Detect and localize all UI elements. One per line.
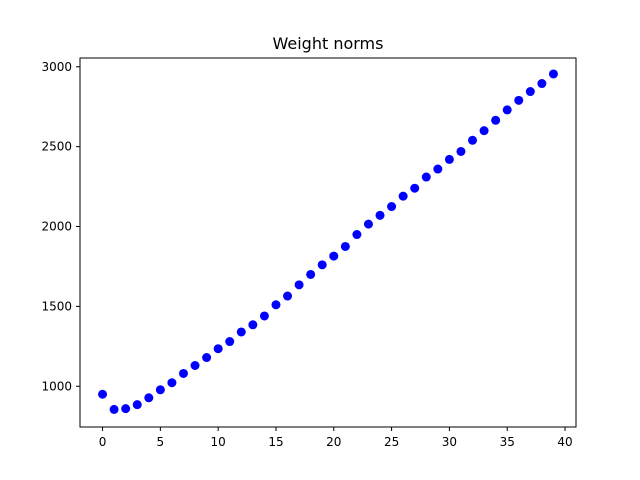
- data-point: [502, 105, 512, 115]
- x-tick-label: 25: [384, 435, 399, 449]
- y-tick-label: 1500: [41, 299, 72, 313]
- y-axis: 1000 1500 2000 2500 3000: [41, 60, 80, 393]
- data-series: [98, 69, 558, 414]
- x-tick-label: 10: [211, 435, 226, 449]
- data-point: [144, 393, 154, 403]
- data-point: [421, 172, 431, 182]
- x-tick-label: 30: [442, 435, 457, 449]
- data-point: [259, 311, 269, 321]
- x-tick-label: 35: [500, 435, 515, 449]
- data-point: [167, 378, 177, 388]
- data-point: [306, 269, 316, 279]
- data-point: [548, 69, 558, 79]
- data-point: [410, 183, 420, 193]
- data-point: [202, 353, 212, 363]
- data-point: [537, 79, 547, 89]
- y-tick-label: 1000: [41, 379, 72, 393]
- data-point: [456, 146, 466, 156]
- x-tick-label: 5: [157, 435, 165, 449]
- data-point: [98, 389, 108, 399]
- chart-title: Weight norms: [273, 34, 384, 53]
- x-axis: 0 5 10 15 20 25 30 35 40: [99, 427, 573, 449]
- data-point: [317, 260, 327, 270]
- x-tick-label: 0: [99, 435, 107, 449]
- x-tick-label: 40: [557, 435, 572, 449]
- plot-frame: [79, 57, 577, 428]
- x-tick-label: 15: [268, 435, 283, 449]
- data-point: [213, 344, 223, 354]
- data-point: [398, 191, 408, 201]
- data-point: [155, 385, 165, 395]
- data-point: [294, 280, 304, 290]
- data-point: [363, 219, 373, 229]
- data-point: [525, 87, 535, 97]
- y-tick-label: 3000: [41, 60, 72, 74]
- data-point: [340, 241, 350, 251]
- data-point: [329, 251, 339, 261]
- data-point: [283, 291, 293, 301]
- data-point: [121, 404, 131, 414]
- y-tick-label: 2000: [41, 220, 72, 234]
- data-point: [491, 115, 501, 125]
- data-point: [514, 95, 524, 105]
- data-point: [190, 361, 200, 370]
- data-point: [444, 154, 454, 164]
- data-point: [109, 404, 119, 414]
- x-tick-label: 20: [326, 435, 341, 449]
- data-point: [225, 337, 235, 347]
- data-point: [132, 400, 142, 410]
- data-point: [248, 320, 258, 330]
- data-point: [271, 300, 281, 310]
- data-point: [468, 135, 478, 145]
- data-point: [178, 368, 188, 378]
- data-point: [479, 126, 489, 136]
- y-tick-label: 2500: [41, 140, 72, 154]
- data-point: [433, 164, 443, 174]
- data-point: [236, 327, 246, 337]
- data-point: [387, 202, 397, 212]
- data-point: [352, 230, 362, 240]
- data-point: [375, 210, 385, 220]
